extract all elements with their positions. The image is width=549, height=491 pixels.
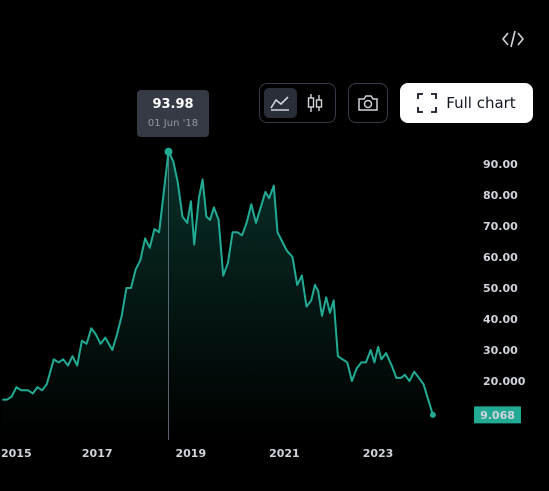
tooltip-date: 01 Jun '18 bbox=[147, 118, 199, 129]
y-tick-label: 50.00 bbox=[483, 282, 518, 295]
full-chart-button[interactable]: Full chart bbox=[400, 83, 533, 123]
series-area-fill bbox=[2, 151, 433, 440]
hover-point bbox=[164, 147, 173, 156]
last-value-badge: 9.068 bbox=[474, 406, 521, 424]
code-icon bbox=[502, 30, 524, 48]
y-tick-label: 20.000 bbox=[483, 375, 526, 388]
camera-icon bbox=[358, 95, 378, 111]
full-chart-label: Full chart bbox=[446, 94, 516, 112]
y-tick-label: 80.00 bbox=[483, 189, 518, 202]
x-axis: 2015 2017 2019 2021 2023 bbox=[1, 447, 393, 460]
x-tick-label: 2019 bbox=[176, 447, 207, 460]
y-axis: 90.00 80.00 70.00 60.00 50.00 40.00 30.00 20.00… bbox=[483, 158, 526, 388]
expand-icon bbox=[417, 93, 438, 113]
area-chart-button[interactable] bbox=[264, 88, 297, 118]
x-tick-label: 2015 bbox=[1, 447, 32, 460]
embed-code-button[interactable] bbox=[500, 28, 526, 50]
snapshot-button[interactable] bbox=[348, 83, 388, 123]
chart-type-toolbar bbox=[259, 83, 336, 123]
x-tick-label: 2017 bbox=[82, 447, 113, 460]
tooltip-value: 93.98 bbox=[152, 97, 194, 112]
x-tick-label: 2021 bbox=[269, 447, 300, 460]
y-tick-label: 60.00 bbox=[483, 251, 518, 264]
last-value-label: 9.068 bbox=[480, 409, 515, 422]
candlestick-chart-button[interactable] bbox=[299, 88, 332, 118]
area-chart-icon bbox=[270, 96, 290, 111]
y-tick-label: 30.00 bbox=[483, 344, 518, 357]
y-tick-label: 70.00 bbox=[483, 220, 518, 233]
value-tooltip: 93.98 01 Jun '18 bbox=[137, 90, 209, 137]
candlestick-icon bbox=[307, 94, 322, 112]
series-line bbox=[2, 150, 434, 416]
y-tick-label: 90.00 bbox=[483, 158, 518, 171]
last-point bbox=[429, 411, 436, 418]
x-tick-label: 2023 bbox=[363, 447, 394, 460]
y-tick-label: 40.00 bbox=[483, 313, 518, 326]
